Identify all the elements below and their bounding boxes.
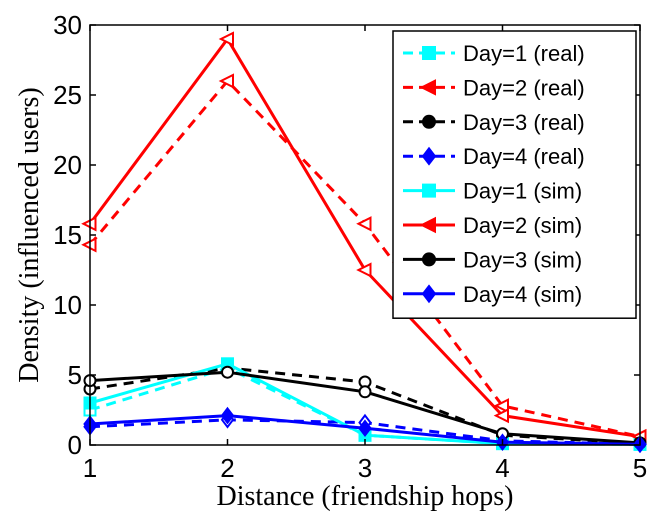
legend-marker	[422, 183, 436, 198]
legend-entry: Day=4 (real)	[403, 144, 585, 169]
x-axis-title: Distance (friendship hops)	[216, 481, 513, 512]
y-tick-label: 10	[53, 290, 82, 320]
x-tick-label: 3	[358, 453, 372, 483]
legend-marker	[419, 79, 436, 96]
legend-entry: Day=1 (real)	[403, 41, 585, 66]
legend-marker	[422, 46, 436, 60]
legend-marker	[421, 284, 437, 304]
legend-label: Day=1 (real)	[463, 41, 585, 66]
data-point	[218, 31, 234, 47]
legend-label: Day=4 (real)	[463, 144, 585, 169]
legend-marker	[422, 252, 436, 267]
legend-marker	[422, 114, 436, 129]
x-tick-label: 5	[633, 453, 647, 483]
legend-label: Day=3 (real)	[463, 110, 585, 135]
legend-label: Day=4 (sim)	[463, 282, 582, 307]
axes-layer: 1 2 3 4 5 0 5 10 15 20 25 30	[53, 10, 647, 483]
data-point	[493, 398, 509, 414]
legend-entry: Day=3 (sim)	[403, 247, 582, 272]
y-tick-label: 0	[68, 430, 82, 460]
legend-entry: Day=3 (real)	[403, 110, 585, 135]
legend-label: Day=3 (sim)	[463, 247, 582, 272]
y-tick-label: 30	[53, 10, 82, 40]
legend-label: Day=2 (sim)	[463, 213, 582, 238]
legend-marker	[421, 146, 437, 166]
y-tick-label: 20	[53, 150, 82, 180]
legend-entry: Day=2 (real)	[403, 75, 585, 100]
legend-box	[392, 30, 637, 319]
legend-marker	[419, 216, 436, 234]
legend-entry: Day=2 (sim)	[403, 213, 582, 238]
data-point	[218, 73, 234, 89]
series-8	[83, 406, 647, 454]
data-point	[356, 216, 372, 232]
data-point	[358, 419, 372, 437]
legend-label: Day=1 (sim)	[463, 179, 582, 204]
x-tick-label: 4	[495, 453, 509, 483]
data-point	[356, 262, 372, 278]
y-tick-label: 25	[53, 80, 82, 110]
data-point	[358, 385, 372, 399]
y-tick-label: 5	[68, 360, 82, 390]
x-tick-label: 2	[220, 453, 234, 483]
x-tick-label: 1	[83, 453, 97, 483]
data-point	[220, 406, 235, 425]
y-tick-label: 15	[53, 220, 82, 250]
y-axis-title: Density (influenced users)	[14, 87, 45, 382]
legend-entry: Day=4 (sim)	[403, 282, 582, 307]
legend-entry: Day=1 (sim)	[403, 179, 582, 204]
legend-label: Day=2 (real)	[463, 75, 585, 100]
legend: Day=1 (real) Day=2 (real) Day=3 (real) Day=…	[392, 30, 637, 319]
data-point	[221, 365, 234, 379]
data-point	[493, 407, 509, 424]
